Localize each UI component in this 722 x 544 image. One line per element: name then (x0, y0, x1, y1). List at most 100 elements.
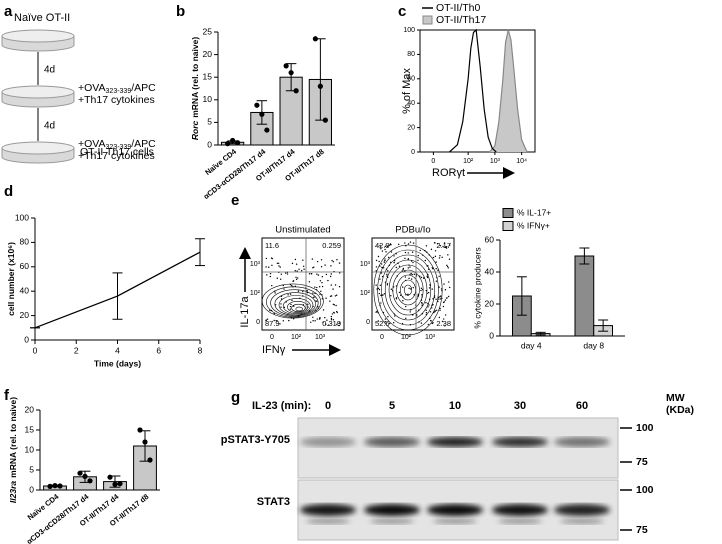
flow-event (427, 291, 430, 294)
quadrant-value: 52.6 (375, 319, 390, 328)
y-tick-label: 0 (489, 330, 494, 340)
flow-y-tick: 10² (250, 290, 261, 297)
flow-event (377, 255, 380, 258)
y-tick-label: 20 (407, 124, 415, 131)
data-point (254, 102, 260, 108)
flow-event (298, 268, 300, 270)
flow-event (286, 273, 289, 275)
x-tick-label: day 8 (583, 340, 604, 350)
flow-event (310, 321, 312, 324)
flow-event (375, 284, 377, 286)
density-line (449, 28, 497, 153)
flow-event (439, 254, 441, 257)
flow-event (389, 322, 391, 325)
flow-event (291, 284, 293, 287)
contour (400, 279, 416, 301)
flow-y-label: IL-17a (239, 296, 251, 328)
flow-event (412, 242, 415, 244)
flow-event (335, 294, 338, 296)
flow-event (378, 260, 380, 263)
flow-event (448, 258, 451, 260)
contour (274, 292, 316, 316)
dish-top (1, 141, 75, 155)
x-tick-label: 10³ (490, 158, 501, 165)
y-tick-label: 80 (20, 237, 30, 247)
plot-frame (371, 237, 455, 331)
contour (261, 283, 324, 319)
flow-event (432, 256, 435, 259)
flow-event (386, 245, 389, 248)
flow-event (419, 249, 421, 252)
y-tick-label: 40 (407, 100, 415, 107)
flow-event (428, 287, 431, 289)
flow-event (439, 309, 441, 312)
flow-event (338, 262, 341, 264)
flow-event (435, 268, 437, 270)
y-tick-label: 20 (485, 298, 495, 308)
interval-label: 4d (44, 121, 55, 132)
flow-event (407, 293, 409, 296)
flow-event (404, 242, 406, 244)
step-line2: +Th17 cytokines (78, 150, 155, 162)
flow-event (402, 300, 404, 302)
flow-event (295, 263, 298, 265)
quadrant-value: 87.9 (265, 319, 280, 328)
y-tick-label: 25 (203, 26, 213, 36)
flow-event (397, 243, 400, 246)
flow-event (379, 278, 381, 280)
flow-event (333, 311, 335, 314)
flow-event (393, 260, 396, 262)
quadrant-value: 0.259 (322, 241, 341, 250)
flow-event (265, 266, 267, 268)
flow-event (426, 275, 428, 277)
flow-event (431, 322, 433, 325)
flow-event (427, 323, 429, 326)
data-point (107, 474, 113, 480)
flow-event (407, 252, 409, 254)
data-point (283, 63, 289, 69)
legend-swatch (502, 208, 514, 218)
y-tick-label: 60 (20, 261, 30, 271)
flow-event (384, 245, 386, 248)
flow-event (402, 286, 404, 288)
flow-event (308, 273, 311, 275)
flow-event (280, 306, 282, 308)
y-tick-label: 0 (207, 139, 212, 149)
flow-event (330, 265, 332, 267)
flow-x-tick: 10² (291, 334, 302, 341)
flow-event (421, 294, 423, 296)
flow-event (269, 272, 272, 275)
x-tick-label: 0 (33, 345, 38, 355)
panel-label: b (176, 3, 185, 20)
flow-event (430, 248, 433, 251)
flow-event (378, 292, 381, 295)
flow-event (404, 276, 407, 278)
blot-label: STAT3 (257, 496, 290, 508)
data-point (117, 481, 123, 487)
y-tick-label: 60 (485, 234, 495, 244)
band (498, 518, 542, 524)
flow-event (434, 310, 436, 312)
flow-event (283, 306, 286, 309)
flow-event (295, 276, 297, 278)
y-label-text: mRNA (rel. to naive) (190, 37, 200, 118)
flow-event (412, 286, 414, 289)
flow-event (443, 318, 445, 320)
flow-event (325, 323, 327, 325)
flow-event (271, 264, 273, 267)
flow-event (290, 303, 292, 306)
data-point (82, 473, 88, 479)
data-point (312, 36, 318, 42)
treatment-label: IL-23 (min): (252, 400, 311, 412)
flow-event (276, 320, 278, 322)
y-label-gene: Il23ra (8, 481, 18, 503)
flow-event (416, 315, 418, 317)
contour (287, 300, 309, 313)
flow-event (288, 319, 290, 322)
flow-event (443, 301, 446, 303)
flow-event (388, 244, 391, 246)
band (300, 437, 356, 447)
flow-event (279, 323, 281, 325)
flow-event (407, 267, 409, 269)
flow-event (444, 325, 446, 327)
